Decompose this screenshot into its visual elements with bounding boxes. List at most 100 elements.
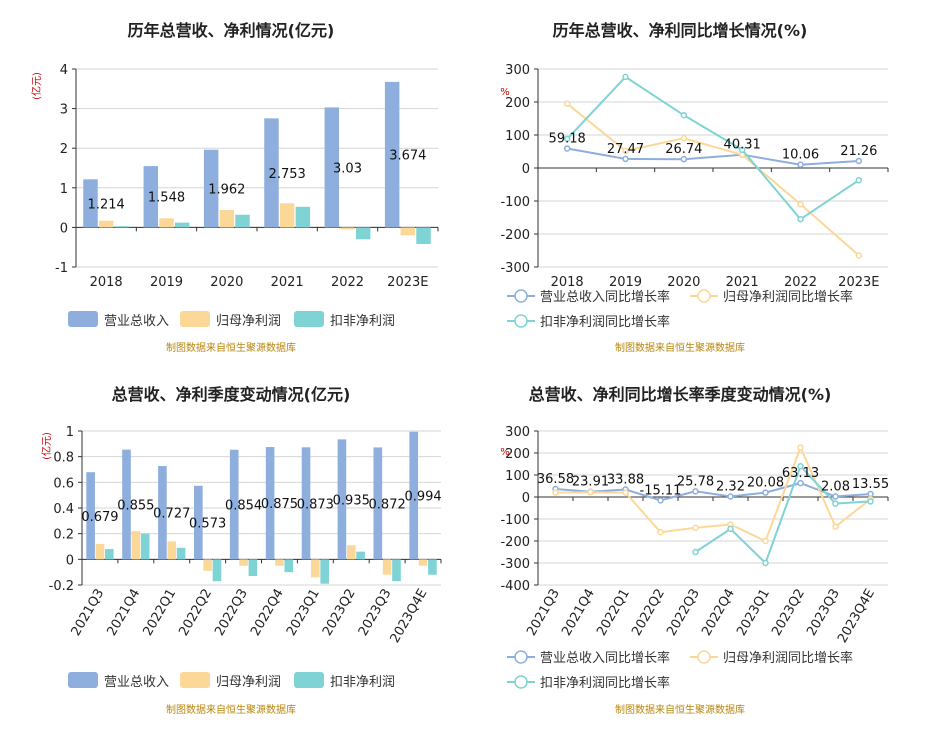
y-tick-label: 1 (60, 182, 68, 197)
x-tick-label: 2023Q4E (388, 587, 431, 646)
bar (284, 559, 294, 573)
chart-quarterly_growth: 总营收、净利同比增长率季度变动情况(%)% -400 -300 -200 -100 0 10… (500, 385, 889, 716)
x-tick-label: 2021Q3 (524, 587, 563, 639)
bar (320, 559, 329, 584)
legend-label: 归母净利润同比增长率 (723, 289, 853, 305)
data-point (738, 146, 746, 154)
data-point (832, 493, 839, 500)
series-line (555, 482, 871, 502)
chart-quarterly_revenue_profit: 总营收、净利季度变动情况(亿元) (亿元) -0.2 0 0.2 0.4 0.6 0.8 1 20… (40, 385, 442, 716)
data-label: 0.573 (189, 517, 226, 532)
legend-label: 扣非净利润 (330, 314, 395, 329)
bar (104, 549, 114, 560)
data-label: 0.855 (117, 498, 154, 513)
data-label: 0.935 (333, 493, 370, 508)
bar (265, 447, 275, 560)
bar (279, 203, 295, 228)
data-point (727, 493, 734, 500)
legend-label: 扣非净利润同比增长率 (540, 675, 670, 691)
data-label: 1.548 (148, 191, 185, 206)
x-tick-label: 2022 (784, 275, 817, 290)
bar (301, 447, 311, 560)
bar (140, 533, 150, 560)
data-label: 10.06 (782, 148, 819, 163)
legend-label: 营业总收入 (104, 314, 169, 329)
data-point (587, 488, 594, 496)
x-tick-label: 2022Q3 (212, 587, 251, 639)
chart-title: 历年总营收、净利情况(亿元) (128, 21, 335, 40)
x-tick-label: 2022 (331, 275, 364, 290)
y-axis-unit: % (500, 447, 510, 458)
x-tick-label: 2023Q3 (804, 587, 843, 639)
y-tick-label: -100 (500, 195, 530, 210)
chart-title: 历年总营收、净利同比增长情况(%) (553, 21, 808, 40)
bar (356, 551, 365, 560)
bar (86, 472, 95, 560)
data-label: 2.753 (269, 167, 306, 182)
y-tick-label: 0.4 (53, 502, 74, 517)
data-label: 23.91 (572, 475, 609, 490)
bar (174, 222, 190, 228)
bar (324, 107, 340, 228)
y-tick-label: -200 (500, 535, 530, 550)
data-label: 33.88 (607, 473, 644, 488)
legend-label: 营业总收入 (104, 675, 169, 690)
data-label: 3.674 (389, 149, 426, 164)
legend-marker (514, 289, 528, 303)
y-tick-label: 2 (60, 142, 68, 157)
chart-annual_growth: 历年总营收、净利同比增长情况(%)% -300 -200 -100 0 100 200 300… (500, 21, 889, 354)
bar (400, 227, 416, 236)
x-tick-label: 2019 (609, 275, 642, 290)
data-point (692, 488, 699, 495)
legend-label: 归母净利润 (216, 314, 281, 329)
legend-label: 归母净利润 (216, 675, 281, 690)
data-point (855, 157, 863, 165)
x-tick-label: 2023E (387, 275, 428, 290)
legend-marker (514, 314, 528, 328)
y-tick-label: -300 (500, 557, 530, 572)
data-label: 0.873 (297, 497, 334, 512)
data-point (762, 537, 769, 545)
x-tick-label: 2022Q2 (176, 587, 215, 639)
data-point (692, 524, 699, 532)
bar (264, 118, 279, 228)
data-label: 13.55 (852, 477, 889, 492)
data-label: 21.26 (840, 144, 877, 159)
x-tick-label: 2023E (838, 275, 879, 290)
x-tick-label: 2020 (667, 275, 700, 290)
y-tick-label: -200 (500, 228, 530, 243)
data-label: 1.962 (208, 183, 245, 198)
data-point (552, 489, 559, 496)
data-point (622, 155, 629, 163)
y-tick-label: -1 (55, 261, 68, 276)
legend-label: 扣非净利润同比增长率 (540, 314, 670, 330)
y-axis-unit: (亿元) (30, 72, 43, 100)
data-label: 36.58 (537, 472, 574, 487)
y-tick-label: -300 (500, 261, 530, 276)
bar (203, 149, 219, 228)
y-tick-label: -400 (500, 579, 530, 594)
data-label: 25.78 (677, 474, 714, 489)
x-tick-label: 2018 (551, 275, 584, 290)
legend-swatch (180, 311, 210, 327)
x-tick-label: 2020 (210, 275, 243, 290)
legend-swatch (180, 672, 210, 688)
bar (239, 559, 248, 566)
bar (194, 485, 203, 560)
legend-marker (697, 289, 711, 303)
data-point (867, 498, 874, 505)
data-point (797, 444, 804, 451)
series-line (567, 147, 859, 166)
y-tick-label: 0 (66, 553, 74, 568)
data-label: 2.32 (716, 479, 745, 494)
y-tick-label: 0 (60, 221, 68, 236)
bar (229, 449, 239, 560)
data-point (762, 489, 769, 496)
x-tick-label: 2018 (90, 275, 123, 290)
data-label: 59.18 (549, 131, 586, 146)
bar (122, 449, 131, 560)
bar (95, 543, 105, 560)
data-point (657, 528, 664, 536)
series-line (694, 464, 871, 565)
data-label: 0.679 (81, 510, 118, 525)
